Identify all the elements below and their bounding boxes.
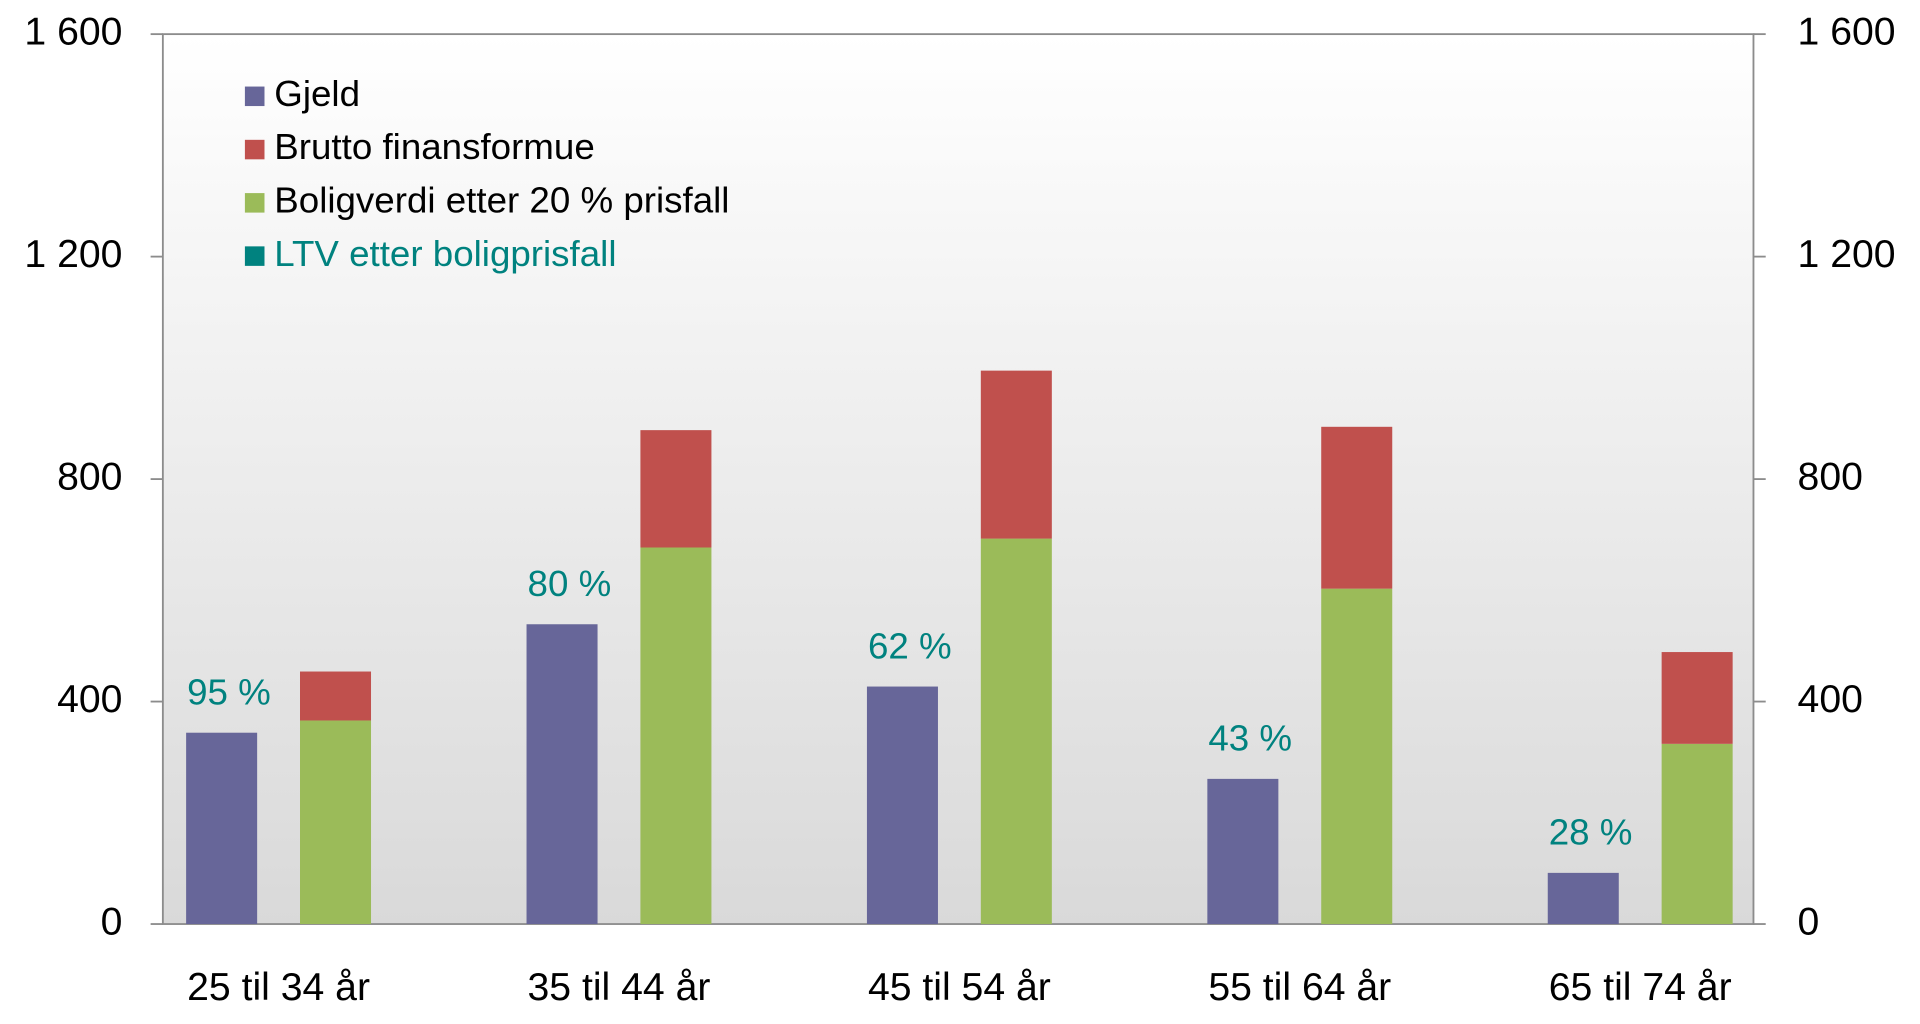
bar [866,686,938,925]
legend-label: Gjeld [274,73,360,114]
x-tick-label: 35 til 44 år [528,966,711,1009]
y2-tick-label: 1 600 [1798,11,1896,54]
bar [1321,588,1393,925]
y-tick-label: 400 [57,678,122,721]
data-label: 95 % [187,672,271,713]
legend-swatch [244,86,265,107]
bar [980,538,1052,925]
legend-swatch [244,193,265,213]
bar [1547,872,1619,925]
bar [1661,652,1733,744]
legend-label: LTV etter boligprisfall [274,233,616,274]
bar [186,732,258,925]
y2-tick-label: 1 200 [1798,233,1896,276]
data-label: 28 % [1549,812,1633,853]
x-tick-label: 45 til 54 år [868,966,1051,1009]
bar [1207,778,1279,925]
legend-swatch [244,139,265,160]
legend-swatch [244,246,265,266]
bar [526,624,598,925]
bar [980,370,1052,539]
bar [300,720,372,925]
data-label: 80 % [528,563,612,604]
plot-area [161,33,1755,925]
bar [1321,426,1393,589]
x-tick-label: 55 til 64 år [1208,966,1391,1009]
y-tick-label: 800 [57,455,122,498]
y2-tick-label: 400 [1798,678,1863,721]
y2-tick-label: 800 [1798,455,1863,498]
bar [300,671,372,721]
x-tick-label: 25 til 34 år [187,966,370,1009]
y-tick-label: 1 200 [24,233,122,276]
data-label: 62 % [868,625,952,666]
bar [640,430,712,548]
legend-label: Boligverdi etter 20 % prisfall [274,180,729,221]
data-label: 43 % [1208,718,1292,759]
x-tick-label: 65 til 74 år [1549,966,1732,1009]
y2-tick-label: 0 [1798,900,1820,943]
y-tick-label: 1 600 [24,11,122,54]
bar [1661,743,1733,925]
y-tick-label: 0 [101,900,123,943]
legend-label: Brutto finansformue [274,126,594,167]
bar [640,547,712,925]
